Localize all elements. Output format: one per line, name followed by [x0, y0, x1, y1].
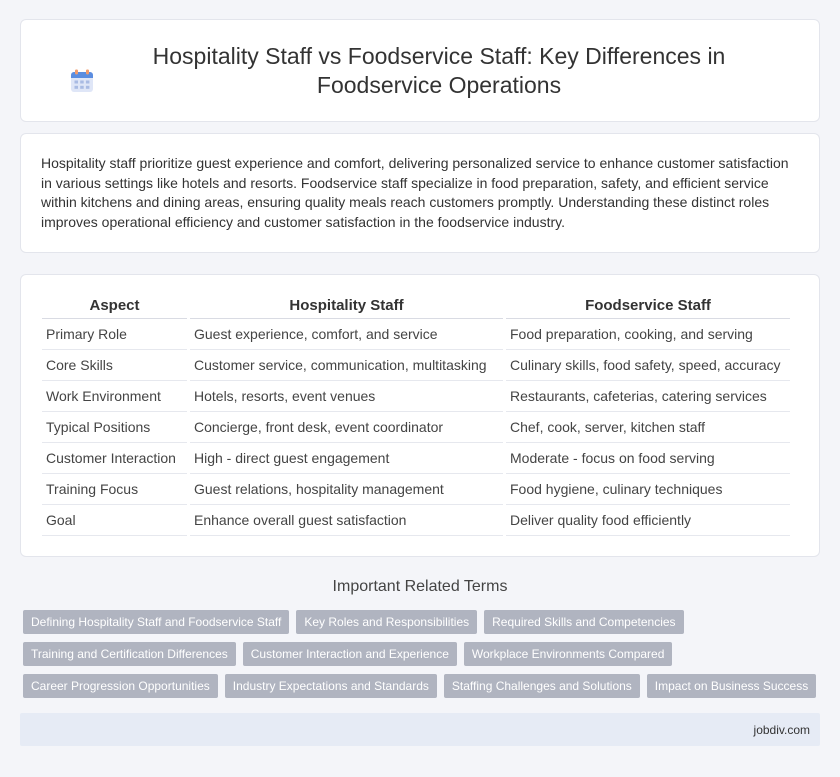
- comparison-card: Aspect Hospitality Staff Foodservice Sta…: [20, 274, 820, 557]
- related-term-tag[interactable]: Customer Interaction and Experience: [242, 642, 457, 666]
- related-term-tag[interactable]: Defining Hospitality Staff and Foodservi…: [23, 610, 290, 634]
- tag-row: Defining Hospitality Staff and Foodservi…: [23, 610, 823, 634]
- table-cell-hospitality: Guest experience, comfort, and service: [190, 319, 503, 350]
- table-cell-foodservice: Restaurants, cafeterias, catering servic…: [506, 381, 790, 412]
- table-cell-foodservice: Chef, cook, server, kitchen staff: [506, 412, 790, 443]
- related-term-tag[interactable]: Key Roles and Responsibilities: [296, 610, 478, 634]
- related-term-tag[interactable]: Impact on Business Success: [646, 674, 817, 698]
- related-terms-list: Defining Hospitality Staff and Foodservi…: [23, 610, 823, 706]
- table-cell-hospitality: Concierge, front desk, event coordinator: [190, 412, 503, 443]
- related-term-tag[interactable]: Industry Expectations and Standards: [224, 674, 437, 698]
- footer: jobdiv.com: [20, 713, 820, 746]
- table-cell-hospitality: Customer service, communication, multita…: [190, 350, 503, 381]
- table-cell-foodservice: Food hygiene, culinary techniques: [506, 474, 790, 505]
- related-term-tag[interactable]: Career Progression Opportunities: [23, 674, 218, 698]
- related-term-tag[interactable]: Workplace Environments Compared: [463, 642, 673, 666]
- comparison-table: Aspect Hospitality Staff Foodservice Sta…: [39, 297, 793, 536]
- table-row: Goal Enhance overall guest satisfaction …: [42, 505, 790, 536]
- table-cell-foodservice: Moderate - focus on food serving: [506, 443, 790, 474]
- table-cell-hospitality: High - direct guest engagement: [190, 443, 503, 474]
- header-hospitality-staff: Hospitality Staff: [190, 297, 503, 319]
- table-cell-foodservice: Culinary skills, food safety, speed, acc…: [506, 350, 790, 381]
- related-terms-heading: Important Related Terms: [332, 578, 508, 595]
- table-cell-aspect: Training Focus: [42, 474, 187, 505]
- table-row: Core Skills Customer service, communicat…: [42, 350, 790, 381]
- footer-site-link[interactable]: jobdiv.com: [753, 723, 810, 737]
- table-cell-aspect: Typical Positions: [42, 412, 187, 443]
- tag-row: Training and Certification Differences C…: [23, 642, 823, 666]
- table-cell-aspect: Core Skills: [42, 350, 187, 381]
- table-row: Work Environment Hotels, resorts, event …: [42, 381, 790, 412]
- title-wrap: Hospitality Staff vs Foodservice Staff: …: [70, 42, 770, 100]
- table-cell-hospitality: Enhance overall guest satisfaction: [190, 505, 503, 536]
- header-foodservice-staff: Foodservice Staff: [506, 297, 790, 319]
- calendar-icon: [71, 69, 93, 92]
- intro-paragraph: Hospitality staff prioritize guest exper…: [41, 155, 789, 230]
- related-term-tag[interactable]: Staffing Challenges and Solutions: [443, 674, 640, 698]
- table-cell-hospitality: Guest relations, hospitality management: [190, 474, 503, 505]
- table-row: Primary Role Guest experience, comfort, …: [42, 319, 790, 350]
- table-cell-aspect: Primary Role: [42, 319, 187, 350]
- table-row: Training Focus Guest relations, hospital…: [42, 474, 790, 505]
- header-aspect: Aspect: [42, 297, 187, 319]
- table-cell-hospitality: Hotels, resorts, event venues: [190, 381, 503, 412]
- table-header-row: Aspect Hospitality Staff Foodservice Sta…: [42, 297, 790, 319]
- page-title: Hospitality Staff vs Foodservice Staff: …: [152, 42, 726, 98]
- table-row: Customer Interaction High - direct guest…: [42, 443, 790, 474]
- table-cell-aspect: Goal: [42, 505, 187, 536]
- table-row: Typical Positions Concierge, front desk,…: [42, 412, 790, 443]
- related-term-tag[interactable]: Required Skills and Competencies: [484, 610, 684, 634]
- table-cell-foodservice: Food preparation, cooking, and serving: [506, 319, 790, 350]
- intro-card: Hospitality staff prioritize guest exper…: [20, 133, 820, 253]
- title-card: Hospitality Staff vs Foodservice Staff: …: [20, 19, 820, 122]
- table-cell-aspect: Work Environment: [42, 381, 187, 412]
- table-cell-aspect: Customer Interaction: [42, 443, 187, 474]
- table-cell-foodservice: Deliver quality food efficiently: [506, 505, 790, 536]
- related-term-tag[interactable]: Training and Certification Differences: [23, 642, 236, 666]
- tag-row: Career Progression Opportunities Industr…: [23, 674, 823, 698]
